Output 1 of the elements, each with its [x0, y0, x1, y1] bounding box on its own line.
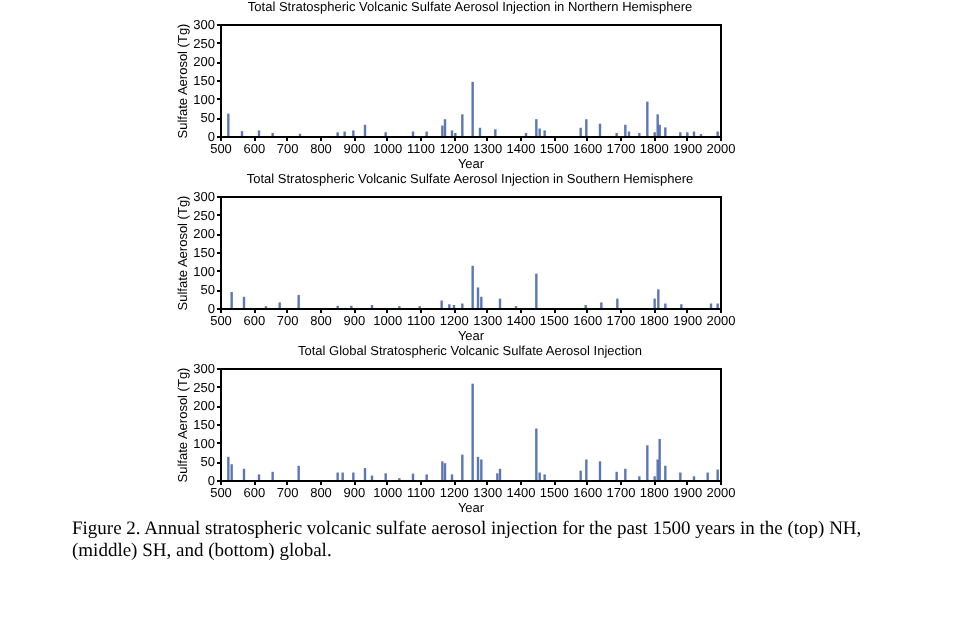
caption: Figure 2. Annual stratospheric volcanic sulfate aerosol injection for the past 1500 years in the (top) NH, (middle) SH, and (bottom) global. [72, 520, 864, 564]
